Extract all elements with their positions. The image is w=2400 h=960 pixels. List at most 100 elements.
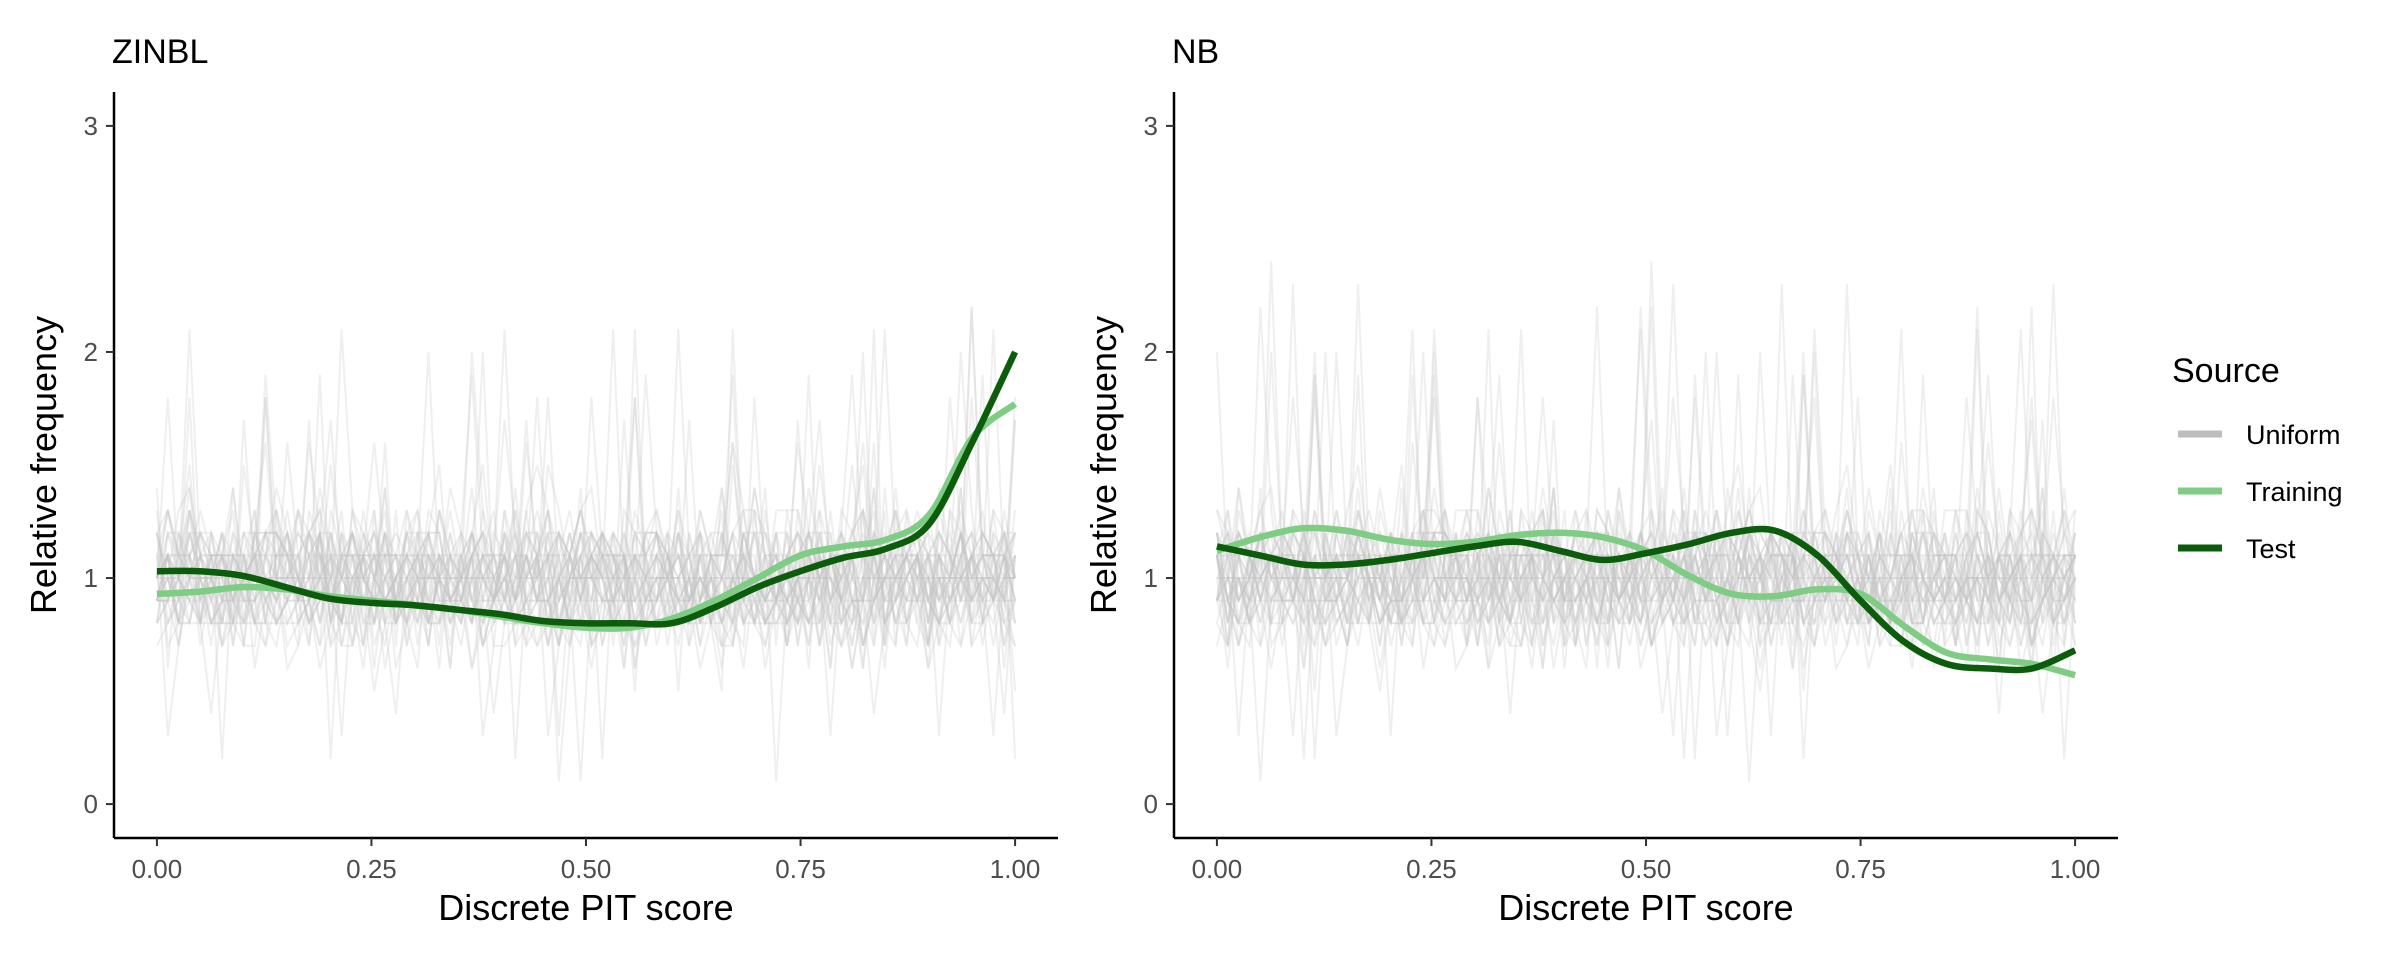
uniform-line <box>156 442 1017 669</box>
legend-item-uniform: Uniform <box>2178 420 2341 450</box>
uniform-line <box>156 374 1017 669</box>
uniform-line <box>1215 306 2076 669</box>
uniform-line <box>1215 306 2076 669</box>
panel-nb: NB 0 1 2 3 0.00 0.25 0.50 0.75 1.00 Discrete PIT… <box>1083 33 2118 928</box>
legend-item-test: Test <box>2178 534 2296 564</box>
x-tick-label: 0.75 <box>775 854 826 884</box>
uniform-line <box>1215 261 2077 650</box>
uniform-line <box>1215 397 2077 737</box>
y-tick-label: 3 <box>84 111 98 141</box>
uniform-line <box>155 329 1016 669</box>
series-lines <box>1215 524 2077 679</box>
uniform-line <box>1215 351 2077 737</box>
uniform-line <box>1215 284 2076 737</box>
x-axis-title: Discrete PIT score <box>438 887 733 928</box>
uniform-line <box>1215 509 2077 669</box>
uniform-line <box>156 374 1017 737</box>
x-tick-label: 1.00 <box>990 854 1041 884</box>
uniform-line <box>1215 306 2077 669</box>
y-axis-title: Relative frequency <box>1083 316 1124 614</box>
uniform-line <box>155 397 1016 669</box>
uniform-line <box>155 464 1017 649</box>
uniform-lines <box>1215 261 2077 782</box>
uniform-line <box>1215 284 2077 669</box>
uniform-line <box>156 464 1016 669</box>
axes: 0 1 2 3 0.00 0.25 0.50 0.75 1.00 <box>84 92 1058 884</box>
uniform-line <box>155 487 1017 714</box>
x-tick-label: 0.00 <box>132 854 183 884</box>
uniform-line <box>1215 329 2077 759</box>
legend: Source Uniform Training Test <box>2172 352 2343 564</box>
legend-item-training: Training <box>2178 477 2343 507</box>
uniform-line <box>156 351 1017 669</box>
uniform-line <box>155 419 1017 759</box>
uniform-line <box>155 374 1017 759</box>
uniform-line <box>155 419 1017 650</box>
y-tick-label: 1 <box>1144 563 1158 593</box>
uniform-line <box>155 397 1017 650</box>
uniform-line <box>1216 306 2077 669</box>
uniform-line <box>1215 374 2077 650</box>
uniform-line <box>155 419 1016 759</box>
x-tick-label: 0.25 <box>1406 854 1457 884</box>
uniform-line <box>1216 374 2077 650</box>
uniform-line <box>155 397 1017 669</box>
uniform-line <box>155 442 1017 759</box>
series-line-test <box>156 350 1019 628</box>
uniform-line <box>155 507 1017 669</box>
panel-title: NB <box>1172 33 1219 71</box>
uniform-line <box>155 329 1017 714</box>
uniform-line <box>1215 306 2077 647</box>
uniform-line <box>155 329 1017 714</box>
series-line-test <box>1216 525 2077 674</box>
uniform-line <box>1215 329 2077 737</box>
y-tick-label: 2 <box>84 337 98 367</box>
uniform-line <box>155 374 1016 669</box>
uniform-line <box>1215 284 2077 669</box>
uniform-line <box>1215 374 2077 692</box>
uniform-line <box>155 509 1016 782</box>
uniform-line <box>155 397 1017 737</box>
uniform-line <box>1215 306 2077 714</box>
y-tick-label: 3 <box>1144 111 1158 141</box>
uniform-line <box>155 306 1017 650</box>
uniform-line <box>1215 329 2077 669</box>
uniform-line <box>1215 351 2077 650</box>
legend-label: Training <box>2246 477 2343 507</box>
uniform-line <box>155 374 1017 782</box>
uniform-line <box>155 442 1017 650</box>
uniform-line <box>1215 329 2077 759</box>
legend-label: Uniform <box>2246 420 2341 450</box>
uniform-line <box>155 351 1017 737</box>
uniform-line <box>1215 506 2077 669</box>
y-tick-label: 1 <box>84 563 98 593</box>
uniform-line <box>155 374 1017 650</box>
y-tick-label: 0 <box>1144 789 1158 819</box>
uniform-line <box>1216 506 2077 647</box>
x-tick-label: 0.50 <box>561 854 612 884</box>
uniform-line <box>1215 329 2077 737</box>
uniform-line <box>155 351 1017 647</box>
uniform-line <box>155 329 1017 782</box>
x-tick-label: 0.50 <box>1621 854 1672 884</box>
uniform-lines <box>155 306 1017 782</box>
x-tick-label: 0.25 <box>346 854 397 884</box>
x-axis-title: Discrete PIT score <box>1498 887 1793 928</box>
uniform-line <box>1215 374 2077 650</box>
uniform-line <box>156 506 1017 650</box>
y-tick-label: 0 <box>84 789 98 819</box>
panel-title: ZINBL <box>112 33 208 71</box>
x-tick-label: 0.00 <box>1192 854 1243 884</box>
legend-title: Source <box>2172 352 2280 390</box>
uniform-line <box>1215 374 2077 692</box>
axes: 0 1 2 3 0.00 0.25 0.50 0.75 1.00 <box>1144 92 2118 884</box>
panel-zinbl: ZINBL 0 1 2 3 0.00 0.25 0.50 0.75 1.00 Discrete … <box>23 33 1058 928</box>
legend-label: Test <box>2246 534 2296 564</box>
uniform-line <box>1215 374 2077 759</box>
uniform-line <box>155 397 1017 737</box>
uniform-line <box>1215 351 2076 669</box>
uniform-line <box>155 329 1017 669</box>
x-tick-label: 0.75 <box>1835 854 1886 884</box>
uniform-line <box>1215 442 2077 669</box>
